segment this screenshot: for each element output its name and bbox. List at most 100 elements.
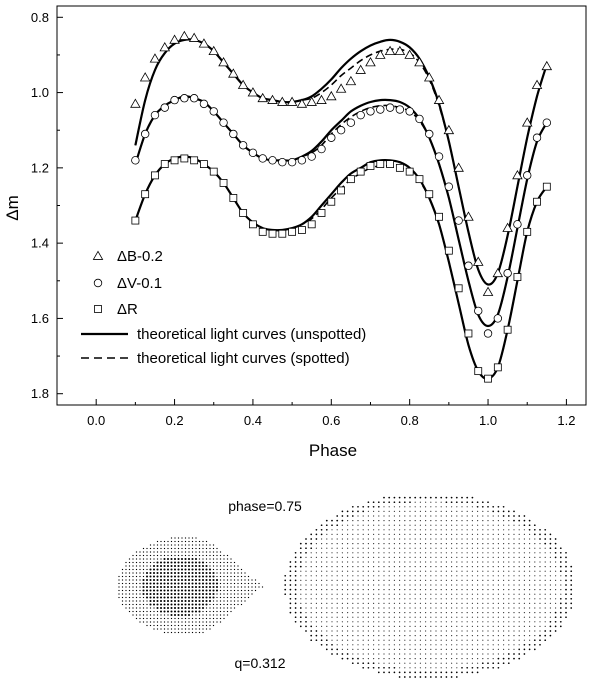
surface-dot [139,586,141,588]
surface-dot [425,543,427,545]
surface-dot [523,643,526,646]
data-point-triangle [404,49,415,59]
surface-dot [135,586,138,588]
surface-dot [482,584,484,586]
surface-dot [419,529,421,531]
data-point-square [131,216,140,225]
surface-dot [565,593,567,596]
surface-dot [305,593,307,595]
surface-dot [177,621,180,623]
data-point-circle [425,129,434,139]
surface-dot [163,589,166,592]
surface-dot [440,529,442,531]
surface-dot [331,552,333,554]
surface-dot [461,658,463,660]
surface-dot [487,547,489,549]
surface-dot [503,556,505,559]
surface-dot [435,566,437,568]
surface-dot [347,584,349,586]
y-axis-label: Δm [3,195,22,221]
surface-dot [351,662,354,665]
surface-dot [135,551,138,553]
surface-dot [198,603,201,606]
surface-dot [187,585,191,589]
surface-dot [226,565,229,567]
surface-dot [180,561,184,564]
surface-dot [173,557,177,561]
surface-dot [153,561,155,564]
surface-dot [195,628,197,630]
surface-dot [373,658,375,660]
surface-dot [555,598,557,600]
surface-dot [435,524,437,526]
surface-dot [529,616,531,618]
surface-dot [208,596,212,599]
surface-dot [142,603,145,606]
surface-dot [404,648,406,651]
surface-dot [414,616,416,618]
surface-dot [450,671,453,674]
surface-dot [378,598,380,600]
surface-dot [482,510,484,512]
surface-dot [373,598,375,600]
surface-dot [159,561,163,564]
surface-dot [461,616,463,618]
surface-dot [170,610,173,613]
surface-dot [513,519,515,522]
surface-dot [336,561,338,563]
surface-dot [125,600,127,602]
surface-dot [513,612,515,614]
surface-dot [367,666,370,669]
surface-dot [445,616,447,618]
surface-dot [223,582,225,585]
surface-dot [461,538,463,540]
surface-dot [326,566,328,568]
surface-dot [320,634,323,637]
surface-dot [142,600,145,602]
surface-dot [373,621,375,623]
surface-dot [414,524,416,526]
surface-dot [212,565,215,567]
surface-dot [456,644,458,646]
surface-dot [440,662,442,664]
surface-dot [219,554,222,557]
data-point-square [435,212,443,221]
surface-dot [240,589,243,592]
surface-dot [388,543,390,545]
surface-dot [529,570,531,572]
surface-dot [445,625,447,628]
surface-dot [216,554,218,557]
surface-dot [362,561,364,563]
surface-dot [294,616,297,619]
surface-dot [373,625,375,628]
surface-dot [284,588,287,591]
surface-dot [325,519,328,522]
surface-dot [461,621,463,623]
surface-dot [139,610,141,613]
surface-dot [482,589,484,591]
surface-dot [539,561,541,563]
surface-dot [163,547,166,550]
surface-dot [128,589,131,592]
surface-dot [419,547,421,549]
surface-dot [388,520,390,522]
surface-dot [451,529,453,531]
surface-dot [559,602,562,605]
surface-dot [226,589,229,592]
data-point-circle [434,152,444,161]
surface-dot [409,676,411,678]
surface-dot [497,635,499,637]
surface-dot [331,570,333,572]
surface-dot [523,570,526,572]
surface-dot [139,600,141,602]
surface-dot [377,505,380,508]
surface-dot [539,607,541,609]
surface-dot [205,571,208,575]
surface-dot [198,596,201,599]
surface-dot [419,602,421,605]
surface-dot [170,540,173,543]
surface-dot [456,662,458,664]
surface-dot [419,598,421,600]
surface-dot [315,533,318,536]
surface-dot [471,589,473,591]
